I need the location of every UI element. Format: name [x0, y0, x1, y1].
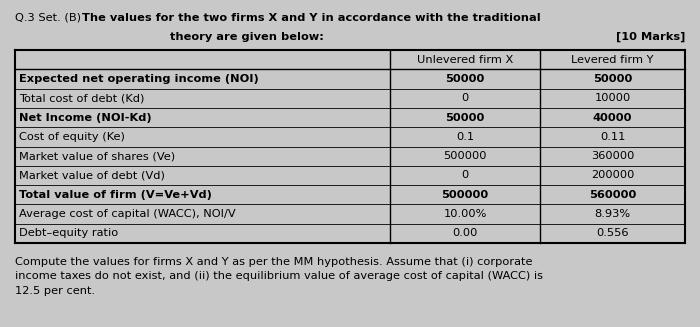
- Text: The values for the two firms X and Y in accordance with the traditional: The values for the two firms X and Y in …: [82, 13, 540, 23]
- Text: Market value of shares (Ve): Market value of shares (Ve): [19, 151, 175, 161]
- Text: 10.00%: 10.00%: [443, 209, 486, 219]
- Text: 500000: 500000: [443, 151, 486, 161]
- Text: Market value of debt (Vd): Market value of debt (Vd): [19, 170, 165, 181]
- Text: 0.11: 0.11: [600, 132, 625, 142]
- Text: Total cost of debt (Kd): Total cost of debt (Kd): [19, 93, 144, 103]
- Text: Levered firm Y: Levered firm Y: [571, 55, 654, 65]
- Text: 0.1: 0.1: [456, 132, 474, 142]
- Text: 0.00: 0.00: [452, 228, 477, 238]
- Text: 560000: 560000: [589, 190, 636, 200]
- Text: Total value of firm (V=Ve+Vd): Total value of firm (V=Ve+Vd): [19, 190, 212, 200]
- Text: 0.556: 0.556: [596, 228, 629, 238]
- Text: 360000: 360000: [591, 151, 634, 161]
- Text: 10000: 10000: [594, 93, 631, 103]
- Text: 8.93%: 8.93%: [594, 209, 631, 219]
- Text: 200000: 200000: [591, 170, 634, 181]
- Text: Expected net operating income (NOI): Expected net operating income (NOI): [19, 74, 259, 84]
- Text: Unlevered firm X: Unlevered firm X: [417, 55, 513, 65]
- Text: Compute the values for firms X and Y as per the MM hypothesis. Assume that (i) c: Compute the values for firms X and Y as …: [15, 257, 543, 296]
- Text: Q.3 Set. (B): Q.3 Set. (B): [15, 13, 88, 23]
- Text: 50000: 50000: [445, 74, 484, 84]
- Text: 40000: 40000: [593, 112, 632, 123]
- Text: [10 Marks]: [10 Marks]: [615, 32, 685, 42]
- Text: Debt–equity ratio: Debt–equity ratio: [19, 228, 118, 238]
- Text: 0: 0: [461, 93, 468, 103]
- Text: 500000: 500000: [442, 190, 489, 200]
- Text: 0: 0: [461, 170, 468, 181]
- Text: Average cost of capital (WACC), NOI/V: Average cost of capital (WACC), NOI/V: [19, 209, 236, 219]
- Text: 50000: 50000: [593, 74, 632, 84]
- Text: theory are given below:: theory are given below:: [170, 32, 324, 42]
- Text: Net Income (NOI-Kd): Net Income (NOI-Kd): [19, 112, 152, 123]
- Text: Cost of equity (Ke): Cost of equity (Ke): [19, 132, 125, 142]
- Text: 50000: 50000: [445, 112, 484, 123]
